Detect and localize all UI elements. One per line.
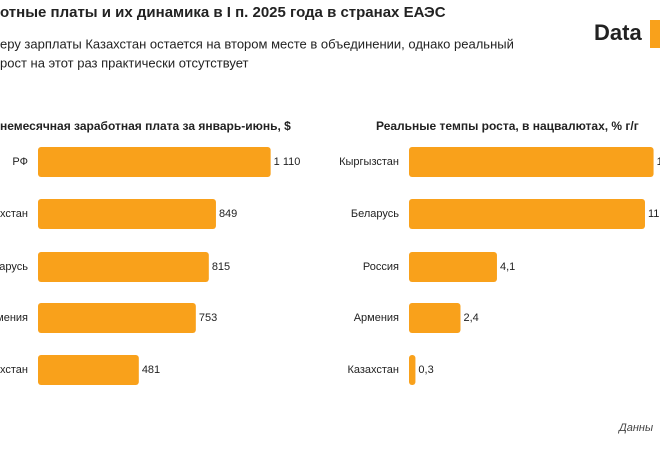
category-label: Казахстан [347,364,399,376]
category-label: азахстан [0,364,28,376]
value-label: 2,4 [463,312,478,324]
subtitle: рост на этот раз практически отсутствует [0,55,248,70]
value-label: 815 [212,261,230,273]
category-label: Кыргызстан [339,156,399,168]
category-label: арусь [0,261,28,273]
bar [38,355,139,385]
bar [38,303,196,333]
chart-title: немесячная заработная плата за январь-ию… [0,119,291,133]
footer: Данны [617,422,653,434]
logo: Data [594,20,642,45]
category-label: Армения [354,312,399,324]
logo-box [650,20,660,48]
bar [409,199,645,229]
value-label: 0,3 [418,364,433,376]
bar [409,147,654,177]
chart-title: Реальные темпы роста, в нацвалютах, % г/… [376,119,639,133]
bar [409,355,416,385]
bar [409,303,461,333]
bar [38,252,209,282]
value-label: 1 110 [274,156,301,168]
subtitle: еру зарплаты Казахстан остается на второ… [0,36,514,51]
value-label: 753 [199,312,217,324]
bar [38,199,216,229]
value-label: 4,1 [500,261,515,273]
bar [38,147,271,177]
category-label: ахстан [0,208,28,220]
bar [409,252,497,282]
category-label: РФ [12,156,28,168]
value-label: 849 [219,208,237,220]
title: отные платы и их динамика в I п. 2025 го… [0,4,446,21]
value-label: 11, [648,208,660,220]
value-label: 481 [142,364,160,376]
value-label: 1 [657,156,660,168]
category-label: Беларусь [351,208,399,220]
category-label: мения [0,312,28,324]
category-label: Россия [363,261,399,273]
